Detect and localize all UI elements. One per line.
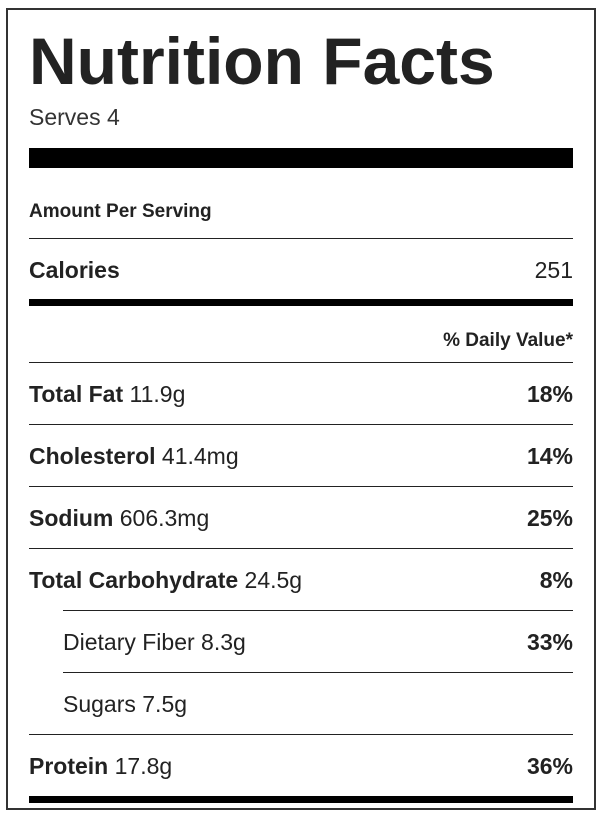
nutrition-label-content: Nutrition Facts Serves 4 Amount Per Serv… [29,10,573,808]
divider [29,734,573,735]
nutrient-label: Total Fat 11.9g [29,380,186,407]
nutrient-row-dietary-fiber: Dietary Fiber 8.3g 33% [63,627,573,657]
calories-label: Calories [29,256,120,283]
nutrient-label: Protein 17.8g [29,752,173,779]
serving-count: Serves 4 [29,104,120,130]
divider [29,238,573,239]
daily-value-header: % Daily Value* [443,330,573,351]
nutrition-label: Nutrition Facts Serves 4 Amount Per Serv… [6,8,596,810]
daily-value-percent: 33% [526,628,573,655]
divider [29,362,573,363]
nutrient-row-total-fat: Total Fat 11.9g 18% [29,379,573,409]
divider [63,672,573,673]
nutrient-row-sodium: Sodium 606.3mg 25% [29,503,573,533]
daily-value-percent: 14% [526,442,573,469]
calories-row: Calories 251 [29,255,573,285]
nutrient-row-total-carbohydrate: Total Carbohydrate 24.5g 8% [29,565,573,595]
nutrient-row-cholesterol: Cholesterol 41.4mg 14% [29,441,573,471]
daily-value-percent: 25% [526,504,573,531]
nutrient-label: Cholesterol 41.4mg [29,442,239,469]
divider [29,424,573,425]
nutrient-row-protein: Protein 17.8g 36% [29,751,573,781]
nutrient-row-sugars: Sugars 7.5g [63,689,573,719]
divider [63,610,573,611]
nutrient-label: Sodium 606.3mg [29,504,210,531]
daily-value-percent: 18% [526,380,573,407]
thick-divider [29,148,573,168]
nutrition-title: Nutrition Facts [29,24,495,98]
divider [29,486,573,487]
calories-value: 251 [534,256,573,283]
nutrient-label: Total Carbohydrate 24.5g [29,566,303,593]
amount-per-serving-heading: Amount Per Serving [29,201,212,222]
daily-value-percent: 8% [539,566,573,593]
nutrient-label: Sugars 7.5g [63,690,188,717]
nutrient-label: Dietary Fiber 8.3g [63,628,246,655]
divider [29,548,573,549]
medium-divider [29,299,573,306]
daily-value-percent: 36% [526,752,573,779]
medium-divider [29,796,573,803]
